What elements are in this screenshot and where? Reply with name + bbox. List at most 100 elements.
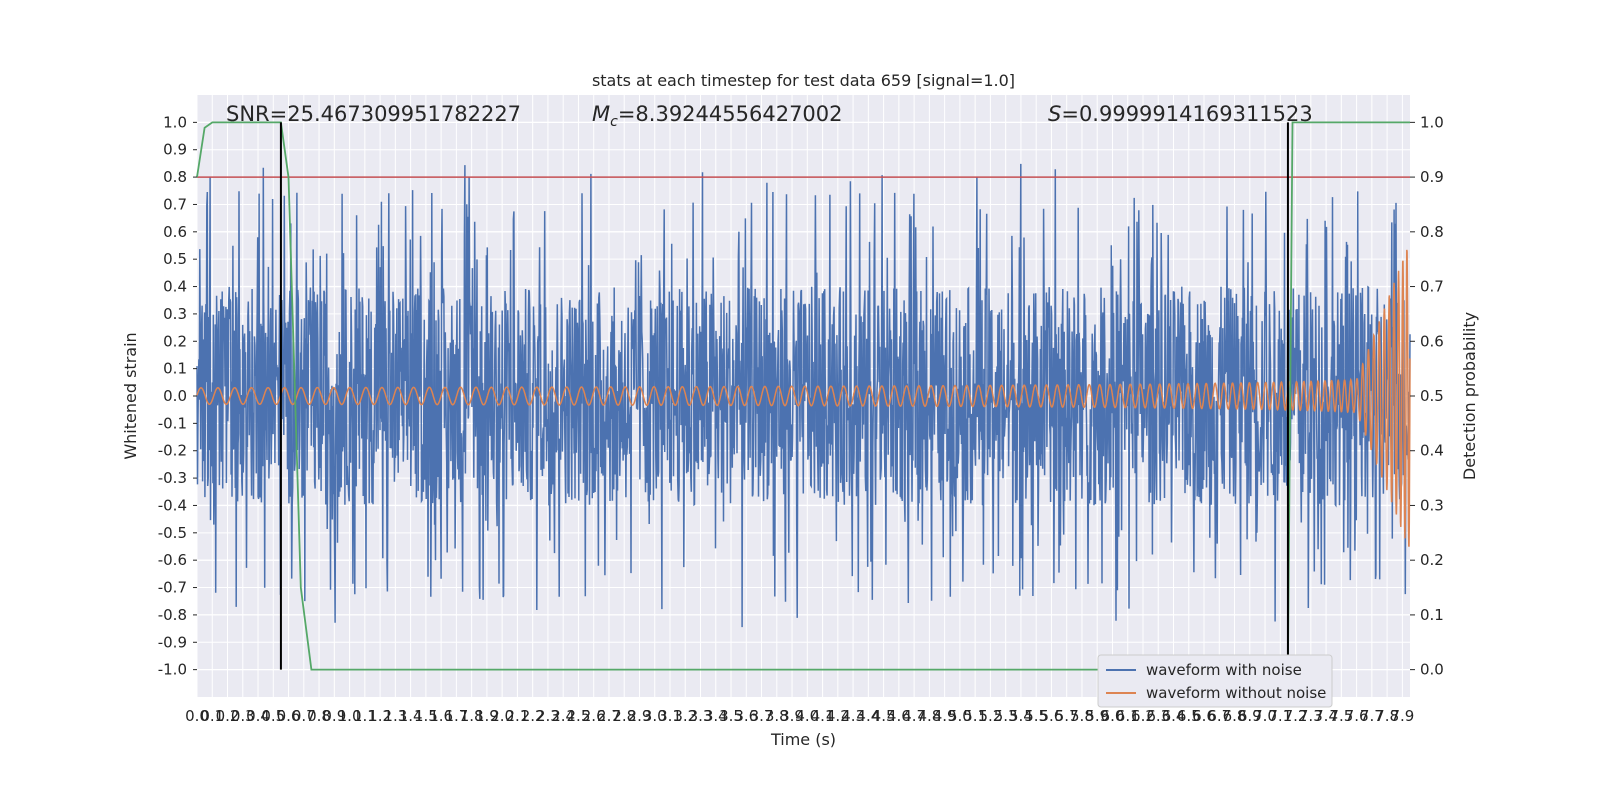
x-tick-label: 3.0 (643, 707, 667, 725)
y-tick-label: -0.6 (158, 551, 187, 569)
s-symbol: S (1048, 102, 1061, 126)
x-tick-label: 1.5 (414, 707, 438, 725)
x-tick-label: 4.0 (795, 707, 819, 725)
x-tick-label: 2.3 (536, 707, 560, 725)
x-tick-label: 1.4 (399, 707, 423, 725)
y2-tick-label: 0.7 (1420, 278, 1444, 296)
x-tick-label: 6.3 (1146, 707, 1170, 725)
x-tick-label: 3.1 (658, 707, 682, 725)
s-annotation: S=0.9999914169311523 (1048, 102, 1313, 126)
y-tick-label: 0.5 (163, 250, 187, 268)
x-tick-label: 5.9 (1085, 707, 1109, 725)
chart-title: stats at each timestep for test data 659… (592, 71, 1015, 90)
x-tick-label: 4.7 (902, 707, 926, 725)
x-tick-label: 6.1 (1116, 707, 1140, 725)
y-tick-label: -0.7 (158, 579, 187, 597)
x-tick-label: 0.5 (261, 707, 285, 725)
x-tick-label: 0.4 (246, 707, 270, 725)
x-tick-label: 6.0 (1101, 707, 1125, 725)
y-tick-label: -0.3 (158, 469, 187, 487)
x-tick-label: 3.2 (673, 707, 697, 725)
y-tick-label: -0.1 (158, 414, 187, 432)
mc-symbol: M (592, 102, 610, 126)
x-tick-label: 5.1 (963, 707, 987, 725)
x-tick-label: 1.9 (475, 707, 499, 725)
y-tick-label: 0.3 (163, 305, 187, 323)
series-layer (196, 163, 1411, 628)
x-tick-label: 2.1 (505, 707, 529, 725)
x-tick-label: 0.3 (231, 707, 255, 725)
y-tick-label: 0.1 (163, 360, 187, 378)
y2-tick-label: 0.6 (1420, 332, 1444, 350)
y-tick-label: -0.9 (158, 633, 187, 651)
x-tick-label: 7.2 (1284, 707, 1308, 725)
series-waveform-without-noise (196, 249, 1411, 547)
x-tick-label: 5.5 (1024, 707, 1048, 725)
x-tick-label: 2.2 (521, 707, 545, 725)
y2-tick-label: 0.0 (1420, 661, 1444, 679)
x-tick-label: 0.1 (200, 707, 224, 725)
x-tick-label: 4.6 (887, 707, 911, 725)
x-tick-label: 6.5 (1177, 707, 1201, 725)
x-tick-label: 5.8 (1070, 707, 1094, 725)
y-tick-label: 0.9 (163, 141, 187, 159)
x-tick-label: 7.0 (1253, 707, 1277, 725)
x-tick-label: 6.6 (1192, 707, 1216, 725)
x-tick-label: 0.0 (185, 707, 209, 725)
x-tick-label: 4.9 (933, 707, 957, 725)
legend-label: waveform without noise (1146, 684, 1326, 702)
y2-axis-label: Detection probability (1460, 312, 1479, 480)
x-tick-label: 4.2 (826, 707, 850, 725)
x-tick-label: 7.1 (1268, 707, 1292, 725)
x-tick-label: 1.8 (460, 707, 484, 725)
y2-tick-label: 0.2 (1420, 551, 1444, 569)
x-tick-label: 5.2 (978, 707, 1002, 725)
y-tick-label: 0.8 (163, 168, 187, 186)
x-tick-label: 0.6 (277, 707, 301, 725)
x-tick-label: 1.7 (444, 707, 468, 725)
y-tick-label: -1.0 (158, 661, 187, 679)
x-axis-label: Time (s) (770, 730, 836, 749)
y-axis-label: Whitened strain (121, 332, 140, 459)
x-tick-label: 2.5 (567, 707, 591, 725)
ticks: 0.00.10.20.30.40.50.60.70.80.91.01.11.21… (158, 113, 1444, 725)
legend-label: waveform with noise (1146, 661, 1302, 679)
legend-box (1097, 654, 1333, 708)
x-tick-label: 3.8 (765, 707, 789, 725)
y-tick-label: -0.2 (158, 442, 187, 460)
x-tick-label: 0.7 (292, 707, 316, 725)
s-value: =0.9999914169311523 (1061, 102, 1312, 126)
x-tick-label: 3.5 (719, 707, 743, 725)
x-tick-label: 6.8 (1223, 707, 1247, 725)
mc-value: =8.39244556427002 (618, 102, 843, 126)
x-tick-label: 4.4 (856, 707, 880, 725)
x-tick-label: 5.7 (1055, 707, 1079, 725)
x-tick-label: 2.0 (490, 707, 514, 725)
x-tick-label: 7.3 (1299, 707, 1323, 725)
x-tick-label: 2.9 (628, 707, 652, 725)
x-tick-label: 0.2 (216, 707, 240, 725)
x-tick-label: 6.2 (1131, 707, 1155, 725)
x-tick-label: 1.1 (353, 707, 377, 725)
x-tick-label: 3.4 (704, 707, 728, 725)
y-tick-label: 1.0 (163, 113, 187, 131)
y2-tick-label: 0.5 (1420, 387, 1444, 405)
legend: waveform with noise waveform without nois… (1097, 654, 1333, 708)
x-tick-label: 2.4 (551, 707, 575, 725)
x-tick-label: 4.5 (872, 707, 896, 725)
x-tick-label: 4.1 (811, 707, 835, 725)
x-tick-label: 3.9 (780, 707, 804, 725)
mc-subscript: c (610, 114, 618, 130)
x-tick-label: 2.8 (612, 707, 636, 725)
x-tick-label: 2.6 (582, 707, 606, 725)
x-tick-label: 1.0 (338, 707, 362, 725)
x-tick-label: 5.3 (994, 707, 1018, 725)
y2-tick-label: 0.3 (1420, 496, 1444, 514)
y2-tick-label: 0.8 (1420, 223, 1444, 241)
x-tick-label: 5.6 (1040, 707, 1064, 725)
x-tick-label: 7.8 (1375, 707, 1399, 725)
x-tick-label: 0.8 (307, 707, 331, 725)
x-tick-label: 0.9 (322, 707, 346, 725)
x-tick-label: 1.3 (383, 707, 407, 725)
